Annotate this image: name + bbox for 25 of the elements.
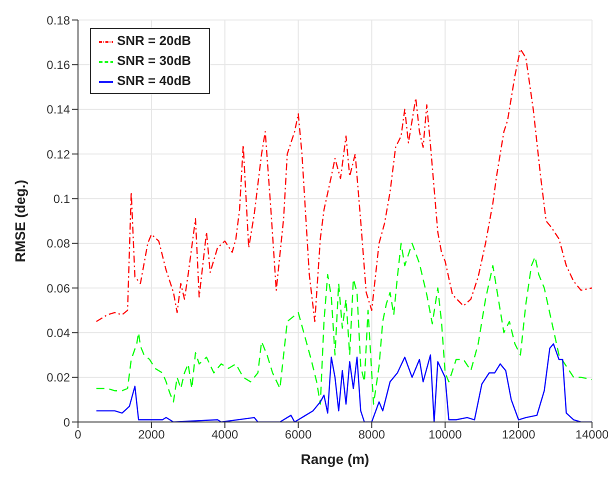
x-axis-title: Range (m): [300, 451, 370, 467]
y-tick-label: 0.14: [46, 102, 70, 117]
y-tick-label: 0.06: [46, 281, 70, 296]
x-tick-label: 6000: [284, 428, 312, 442]
y-tick-label: 0.1: [53, 192, 70, 206]
line-series: [96, 242, 592, 405]
y-tick-label: 0: [63, 415, 70, 430]
line-series: [96, 48, 592, 322]
y-tick-label: 0.16: [46, 58, 70, 72]
y-tick-label: 0.04: [46, 326, 70, 340]
x-tick-label: 14000: [575, 428, 610, 442]
x-tick-label: 10000: [428, 428, 462, 442]
y-tick-label: 0.12: [46, 147, 70, 162]
x-tick-label: 8000: [358, 428, 386, 442]
y-tick-label: 0.08: [46, 236, 70, 251]
legend-label: SNR = 40dB: [117, 73, 192, 88]
legend-label: SNR = 20dB: [117, 33, 192, 48]
x-tick-label: 12000: [502, 428, 536, 442]
legend-label: SNR = 30dB: [117, 53, 192, 68]
x-tick-label: 4000: [212, 428, 239, 442]
x-tick-label: 2000: [138, 428, 166, 442]
y-axis-title: RMSE (deg.): [12, 180, 28, 262]
y-tick-label: 0.02: [46, 370, 70, 385]
y-tick-label: 0.18: [46, 13, 70, 28]
x-tick-label: 0: [74, 428, 82, 442]
